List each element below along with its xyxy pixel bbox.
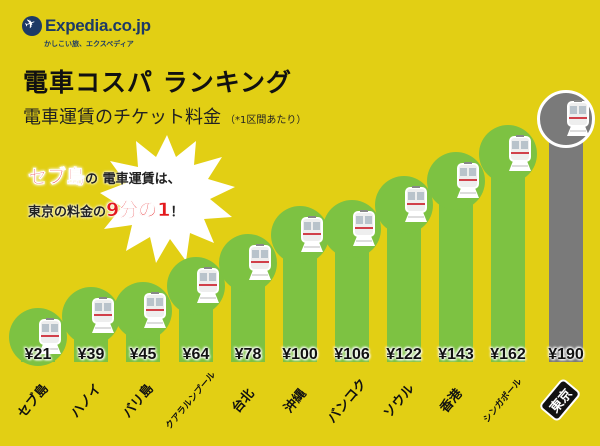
- train-icon: [142, 292, 168, 328]
- city-label: ハノイ: [68, 381, 105, 422]
- price-label: ¥64: [182, 346, 210, 363]
- callout-particle: の: [85, 172, 99, 187]
- train-icon: [37, 318, 63, 354]
- bar-2: [114, 282, 172, 362]
- city-label: 台北: [229, 386, 258, 417]
- city-label: 沖縄: [281, 386, 310, 417]
- bar-4: [219, 234, 277, 362]
- logo-text: Expedia.co.jp: [45, 16, 151, 35]
- train-icon: [195, 267, 221, 303]
- price-label: ¥190: [548, 346, 584, 363]
- train-icon: [565, 100, 591, 136]
- city-label: シンガポール: [481, 377, 525, 425]
- callout-tokyo: 東京の料金の: [28, 205, 107, 220]
- price-label: ¥45: [129, 346, 157, 363]
- bar-8: [427, 152, 485, 362]
- starburst-shape: [100, 135, 235, 263]
- subtitle-note: （*1区間あたり）: [225, 115, 307, 126]
- bar-7: [375, 176, 433, 362]
- city-label: バンコク: [324, 376, 371, 427]
- train-icon: [90, 297, 116, 333]
- price-label: ¥143: [438, 346, 474, 363]
- logo-tagline: かしこい旅、エクスペディア: [44, 40, 134, 48]
- bar-3: [167, 257, 225, 362]
- price-label: ¥162: [490, 346, 526, 363]
- subtitle-text: 電車運賃のチケット料金: [23, 107, 221, 128]
- bar-stem: [549, 112, 583, 362]
- callout-highlight-ratio: 9分の1: [106, 199, 171, 222]
- page-title: 電車コスパ ランキング: [23, 68, 292, 97]
- train-icon: [455, 162, 481, 198]
- price-label: ¥39: [77, 346, 105, 363]
- callout-exclaim: ！: [170, 205, 184, 220]
- bar-9: [479, 125, 537, 362]
- city-label: ソウル: [381, 381, 418, 422]
- bar-10: [537, 90, 595, 362]
- train-icon: [299, 216, 325, 252]
- airplane-globe-icon: [22, 16, 42, 36]
- bar-0: [9, 308, 67, 366]
- city-label: バリ島: [120, 381, 157, 422]
- price-label: ¥100: [282, 346, 318, 363]
- price-label: ¥21: [24, 346, 52, 363]
- callout-fare: 電車運賃は、: [102, 172, 181, 187]
- callout-line-2: 東京の料金の9分の1！: [28, 195, 183, 228]
- train-icon: [403, 186, 429, 222]
- bar-6: [323, 200, 381, 362]
- price-label: ¥78: [234, 346, 262, 363]
- train-icon: [351, 210, 377, 246]
- callout-line-1: セブ島の 電車運賃は、: [28, 162, 183, 195]
- expedia-logo: Expedia.co.jp: [22, 16, 151, 36]
- bar-5: [271, 206, 329, 362]
- city-label: クアラルンプール: [164, 370, 218, 432]
- price-label: ¥122: [386, 346, 422, 363]
- bar-1: [62, 287, 120, 362]
- train-icon: [247, 244, 273, 280]
- callout-text: セブ島の 電車運賃は、 東京の料金の9分の1！: [28, 162, 184, 228]
- city-label: 香港: [437, 386, 466, 417]
- callout-highlight-cebu: セブ島: [28, 166, 86, 189]
- train-icon: [507, 135, 533, 171]
- price-label: ¥106: [334, 346, 370, 363]
- city-label: 東京: [538, 377, 582, 423]
- city-label: セブ島: [15, 381, 52, 422]
- page-subtitle: 電車運賃のチケット料金 （*1区間あたり）: [23, 103, 306, 129]
